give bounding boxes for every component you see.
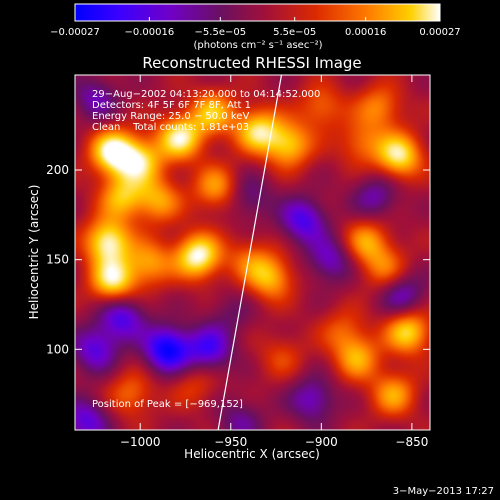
chart-title: Reconstructed RHESSI Image: [142, 54, 361, 72]
timestamp: 3−May−2013 17:27: [393, 486, 494, 497]
annotation-time-range: 29−Aug−2002 04:13:20.000 to 04:14:52.000: [92, 89, 320, 100]
colorbar-tick-label: −0.00016: [124, 27, 174, 38]
colorbar-tick-label: 5.5e−05: [273, 27, 316, 38]
colorbar: −0.00027 −0.00016 −5.5e−05 5.5e−05 0.00016 0.…: [50, 3, 461, 51]
annotation-clean-counts: Clean Total counts: 1.81e+03: [92, 122, 249, 133]
annotation-detectors: Detectors: 4F 5F 6F 7F 8F, Att 1: [92, 100, 251, 111]
colorbar-unit-label: (photons cm⁻² s⁻¹ asec⁻²): [193, 40, 322, 51]
y-tick-label: 100: [46, 342, 69, 356]
colorbar-tick-label: −0.00027: [50, 27, 100, 38]
x-tick-label: −950: [214, 435, 247, 449]
y-axis-ticks: 100 150 200: [46, 163, 430, 356]
heatmap-image: [75, 75, 430, 430]
x-tick-label: −1000: [120, 435, 161, 449]
peak-position-label: Position of Peak = [−969,152]: [92, 399, 243, 410]
colorbar-ticks: −0.00027 −0.00016 −5.5e−05 5.5e−05 0.00016 0.…: [50, 17, 461, 38]
x-axis-label: Heliocentric X (arcsec): [184, 447, 320, 461]
colorbar-tick-label: 0.00027: [419, 27, 460, 38]
x-tick-label: −900: [305, 435, 338, 449]
plot-area: −1000 −950 −900 −850 100 150 200: [46, 74, 431, 449]
x-tick-label: −850: [395, 435, 428, 449]
annotation-energy-range: Energy Range: 25.0 − 50.0 keV: [92, 111, 249, 122]
colorbar-gradient: [74, 3, 441, 22]
x-axis-ticks: −1000 −950 −900 −850: [120, 75, 428, 449]
annotation-block: 29−Aug−2002 04:13:20.000 to 04:14:52.000…: [92, 89, 320, 133]
y-tick-label: 200: [46, 163, 69, 177]
plot-frame: [74, 74, 431, 431]
y-axis-label: Heliocentric Y (arcsec): [27, 185, 41, 320]
y-tick-label: 150: [46, 253, 69, 267]
colorbar-tick-label: −5.5e−05: [195, 27, 247, 38]
limb-line: [217, 75, 283, 430]
colorbar-tick-label: 0.00016: [345, 27, 386, 38]
